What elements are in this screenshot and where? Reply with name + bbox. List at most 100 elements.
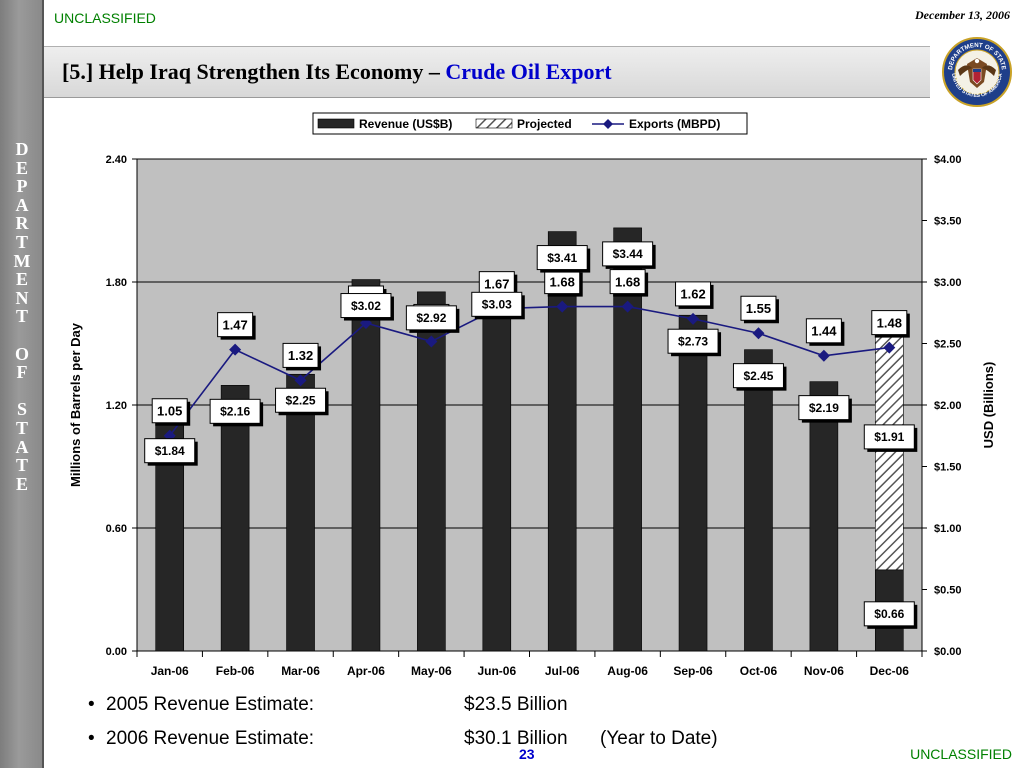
revenue-data-label: $3.44 bbox=[613, 247, 643, 261]
exports-point bbox=[229, 343, 242, 356]
title-accent: Crude Oil Export bbox=[445, 59, 612, 84]
y-tick-label: 0.60 bbox=[106, 523, 127, 535]
x-tick-label: Apr-06 bbox=[347, 664, 385, 678]
revenue-data-label-box bbox=[667, 328, 719, 354]
x-tick-label: May-06 bbox=[411, 664, 452, 678]
revenue-data-label-group: $0.66 bbox=[863, 601, 918, 629]
revenue-data-label: $1.84 bbox=[155, 444, 185, 458]
exports-data-label-group: 1.62 bbox=[675, 281, 714, 309]
page-number: 23 bbox=[519, 746, 535, 762]
y2-tick-label: $4.00 bbox=[934, 154, 962, 166]
exports-point bbox=[752, 327, 765, 340]
exports-data-label: 1.32 bbox=[288, 348, 313, 363]
revenue-data-label-box bbox=[536, 245, 588, 271]
y2-tick-label: $0.00 bbox=[934, 646, 962, 658]
revenue-data-label-box bbox=[602, 241, 654, 267]
revenue-data-label-group: $3.41 bbox=[536, 245, 591, 273]
revenue-data-label-box bbox=[732, 363, 784, 389]
revenue-data-label: $2.92 bbox=[416, 311, 446, 325]
revenue-bar bbox=[809, 381, 839, 652]
exports-data-label-box bbox=[675, 281, 712, 307]
bullet-value: $23.5 Billion bbox=[464, 694, 568, 715]
revenue-data-label-group: $2.19 bbox=[798, 395, 852, 423]
exports-data-label-group: 1.48 bbox=[871, 310, 910, 338]
revenue-data-label-group: $2.45 bbox=[732, 363, 787, 391]
exports-data-label-group: 1.68 bbox=[609, 269, 649, 297]
revenue-data-label-group: $3.44 bbox=[602, 241, 656, 269]
revenue-bar bbox=[482, 278, 512, 652]
bullet-dot: • bbox=[88, 728, 95, 749]
bullet-label: 2006 Revenue Estimate: bbox=[106, 728, 315, 749]
revenue-data-label: $2.45 bbox=[743, 369, 773, 383]
revenue-data-label-box bbox=[209, 398, 261, 424]
legend-exports-label: Exports (MBPD) bbox=[629, 117, 720, 131]
y-tick-label: 1.20 bbox=[106, 400, 127, 412]
x-tick-label: Mar-06 bbox=[281, 664, 320, 678]
legend-box bbox=[312, 112, 748, 135]
revenue-data-label-group: $2.73 bbox=[667, 328, 722, 357]
y-tick-label: 2.40 bbox=[106, 154, 127, 166]
projected-data-label: $1.91 bbox=[874, 430, 904, 444]
x-tick-label: Jun-06 bbox=[477, 664, 516, 678]
revenue-data-label: $3.03 bbox=[482, 298, 512, 312]
y2-tick-label: $0.50 bbox=[934, 585, 962, 597]
exports-point bbox=[621, 300, 634, 313]
revenue-data-label-group: $3.03 bbox=[471, 291, 525, 320]
exports-data-label-group: 1.47 bbox=[217, 312, 256, 340]
exports-data-label-box bbox=[609, 269, 646, 295]
revenue-data-label-box bbox=[405, 305, 457, 331]
x-tick-label: Nov-06 bbox=[804, 664, 844, 678]
exports-data-label: 1.68 bbox=[550, 274, 575, 289]
exports-data-label-group: 1.68 bbox=[544, 269, 583, 297]
revenue-data-label-group: $3.02 bbox=[340, 293, 394, 321]
y-axis-title: Millions of Barrels per Day bbox=[68, 322, 83, 487]
projected-bar bbox=[874, 334, 904, 571]
projected-data-label-box bbox=[863, 424, 915, 450]
x-tick-label: Aug-06 bbox=[607, 664, 648, 678]
slide-title: [5.] Help Iraq Strengthen Its Economy – … bbox=[62, 59, 612, 85]
revenue-data-label: $2.25 bbox=[286, 394, 316, 408]
revenue-data-label-box bbox=[340, 293, 392, 319]
classification-top: UNCLASSIFIED bbox=[54, 10, 156, 26]
classification-bottom: UNCLASSIFIED bbox=[910, 746, 1012, 762]
slide-date: December 13, 2006 bbox=[915, 8, 1010, 22]
exports-data-label: 1.47 bbox=[222, 317, 247, 332]
exports-data-label-group: 1.05 bbox=[151, 398, 191, 426]
legend-exports-marker bbox=[603, 119, 613, 129]
exports-point bbox=[817, 349, 830, 362]
x-tick-label: Dec-06 bbox=[870, 664, 910, 678]
revenue-bar bbox=[286, 373, 315, 652]
y2-tick-label: $1.50 bbox=[934, 462, 962, 474]
exports-data-label-group: 1.44 bbox=[805, 318, 845, 346]
revenue-data-label-box bbox=[275, 387, 327, 413]
title-bar: [5.] Help Iraq Strengthen Its Economy – … bbox=[44, 46, 930, 98]
bullet-note: (Year to Date) bbox=[600, 728, 718, 749]
bullet-label: 2005 Revenue Estimate: bbox=[106, 694, 315, 715]
x-tick-label: Feb-06 bbox=[216, 664, 255, 678]
y2-axis-title: USD (Billions) bbox=[981, 362, 996, 449]
bullet-dot: • bbox=[88, 694, 95, 715]
revenue-data-label: $3.41 bbox=[547, 251, 577, 265]
exports-point bbox=[556, 300, 569, 313]
revenue-bar bbox=[613, 227, 642, 652]
exports-data-label-box bbox=[217, 312, 254, 338]
exports-data-label: 1.68 bbox=[615, 274, 640, 289]
revenue-data-label: $0.66 bbox=[874, 607, 904, 621]
x-tick-label: Sep-06 bbox=[673, 664, 713, 678]
x-tick-label: Jul-06 bbox=[545, 664, 580, 678]
exports-data-label-group: 1.32 bbox=[282, 342, 322, 371]
legend-revenue-label: Revenue (US$B) bbox=[359, 117, 452, 131]
projected-data-label-group: $1.91 bbox=[863, 424, 918, 452]
exports-line bbox=[169, 305, 890, 437]
revenue-data-label: $2.16 bbox=[220, 405, 250, 419]
legend-projected-label: Projected bbox=[517, 117, 572, 131]
y2-tick-label: $2.50 bbox=[934, 339, 962, 351]
revenue-data-label-group: $2.25 bbox=[275, 387, 329, 416]
exports-data-label-box bbox=[805, 318, 842, 344]
exports-data-label-box bbox=[740, 295, 777, 321]
revenue-data-label-box bbox=[798, 395, 850, 421]
bullet-value: $30.1 Billion bbox=[464, 728, 568, 749]
